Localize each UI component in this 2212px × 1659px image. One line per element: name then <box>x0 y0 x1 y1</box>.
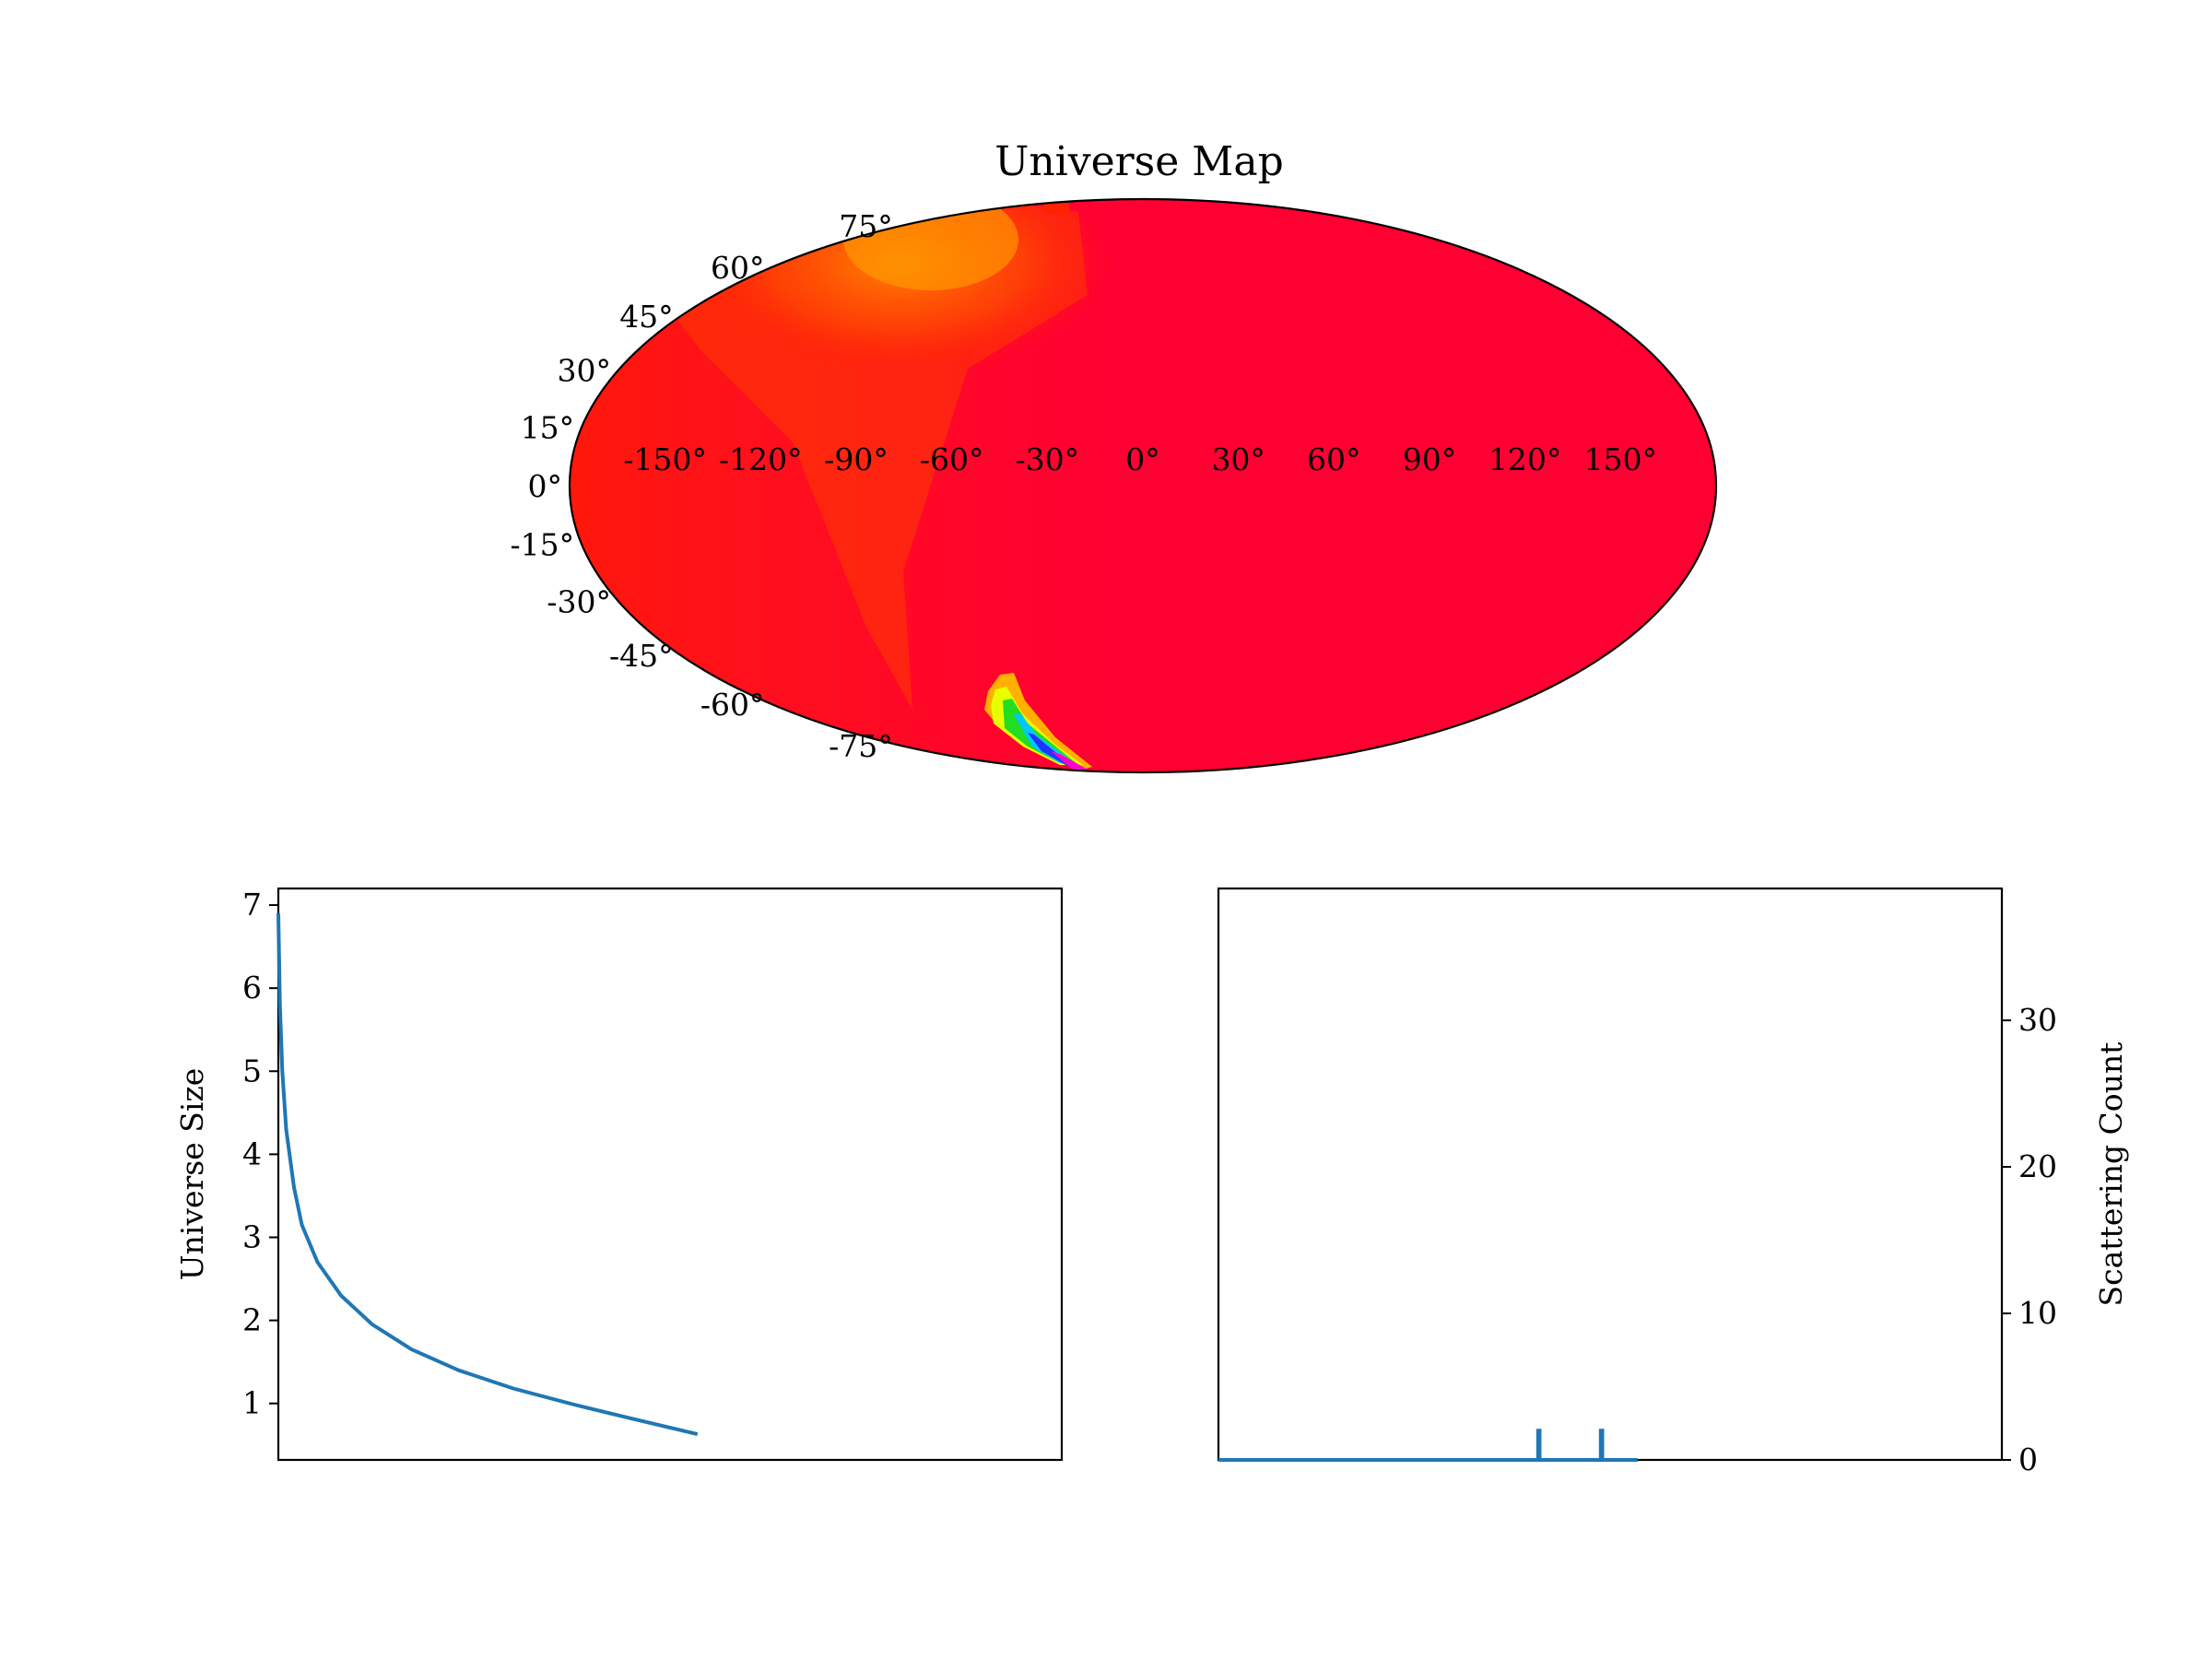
map-heat-layer <box>570 199 1716 772</box>
latitude-tick: -75° <box>829 728 893 764</box>
map-outline <box>568 197 1718 774</box>
latitude-tick: 30° <box>558 352 612 388</box>
universe-size-line <box>276 912 699 1437</box>
hotspot-magenta <box>1051 751 1092 772</box>
y-tick-label: 5 <box>242 1053 262 1088</box>
longitude-tick: 60° <box>1307 441 1361 477</box>
y-tick-label: 30 <box>2018 1002 2057 1038</box>
y-tick-label: 3 <box>242 1218 262 1254</box>
latitude-tick: -15° <box>511 527 575 563</box>
y-tick-label: 0 <box>2018 1441 2038 1477</box>
y-tick-label: 7 <box>242 887 262 923</box>
y-tick-label: 2 <box>242 1302 262 1338</box>
y-tick-label: 1 <box>242 1385 262 1421</box>
longitude-tick: 150° <box>1584 441 1658 477</box>
universe-size-ylabel: Universe Size <box>174 1068 210 1281</box>
longitude-tick-labels: -150° -120° -90° -60° -30° 0° 30° 60° 90° 120° 150… <box>623 441 1657 477</box>
latitude-tick: 60° <box>711 250 765 286</box>
longitude-tick: -60° <box>920 441 984 477</box>
universe-map: Universe Map -150° -120° -90° -60° -30° 0° 30°… <box>511 138 1718 774</box>
latitude-tick: 45° <box>619 299 674 335</box>
map-top-edge-block <box>1043 201 1069 214</box>
longitude-tick: 30° <box>1211 441 1265 477</box>
longitude-tick: -30° <box>1015 441 1079 477</box>
scattering-count-panel: 0 10 20 30 Scattering Count <box>1217 887 2129 1477</box>
universe-size-plot-area <box>276 887 1064 1462</box>
latitude-tick: 0° <box>528 468 563 504</box>
longitude-tick: 120° <box>1488 441 1562 477</box>
scattering-count-ylabel: Scattering Count <box>2093 1042 2129 1307</box>
latitude-tick: -60° <box>700 687 765 723</box>
scattering-count-plot-area <box>1217 887 2004 1462</box>
latitude-tick: 15° <box>521 409 575 445</box>
latitude-tick: -45° <box>609 638 674 674</box>
longitude-tick: -150° <box>623 441 707 477</box>
universe-size-y-ticks: 1 2 3 4 5 6 7 <box>242 887 278 1421</box>
scattering-count-line <box>1218 1429 1638 1462</box>
longitude-tick: 90° <box>1403 441 1457 477</box>
latitude-tick: -30° <box>547 584 611 620</box>
y-tick-label: 6 <box>242 970 262 1006</box>
y-tick-label: 4 <box>242 1135 262 1171</box>
longitude-tick: 0° <box>1125 441 1160 477</box>
map-hotspot <box>984 673 1092 772</box>
hotspot-cyan <box>1014 714 1080 767</box>
scattering-count-y-ticks: 0 10 20 30 <box>2002 1002 2057 1477</box>
hotspot-blue <box>1028 733 1086 769</box>
universe-size-panel: 1 2 3 4 5 6 7 Universe Size <box>174 887 1064 1462</box>
y-tick-label: 10 <box>2018 1295 2057 1331</box>
map-title: Universe Map <box>994 138 1283 185</box>
latitude-tick: 75° <box>839 208 893 244</box>
latitude-tick-labels: 75° 60° 45°30° 15° 0° -15° -30° -45° -60° -75° <box>511 208 893 764</box>
longitude-tick: -90° <box>824 441 888 477</box>
longitude-tick: -120° <box>719 441 803 477</box>
y-tick-label: 20 <box>2018 1148 2057 1184</box>
